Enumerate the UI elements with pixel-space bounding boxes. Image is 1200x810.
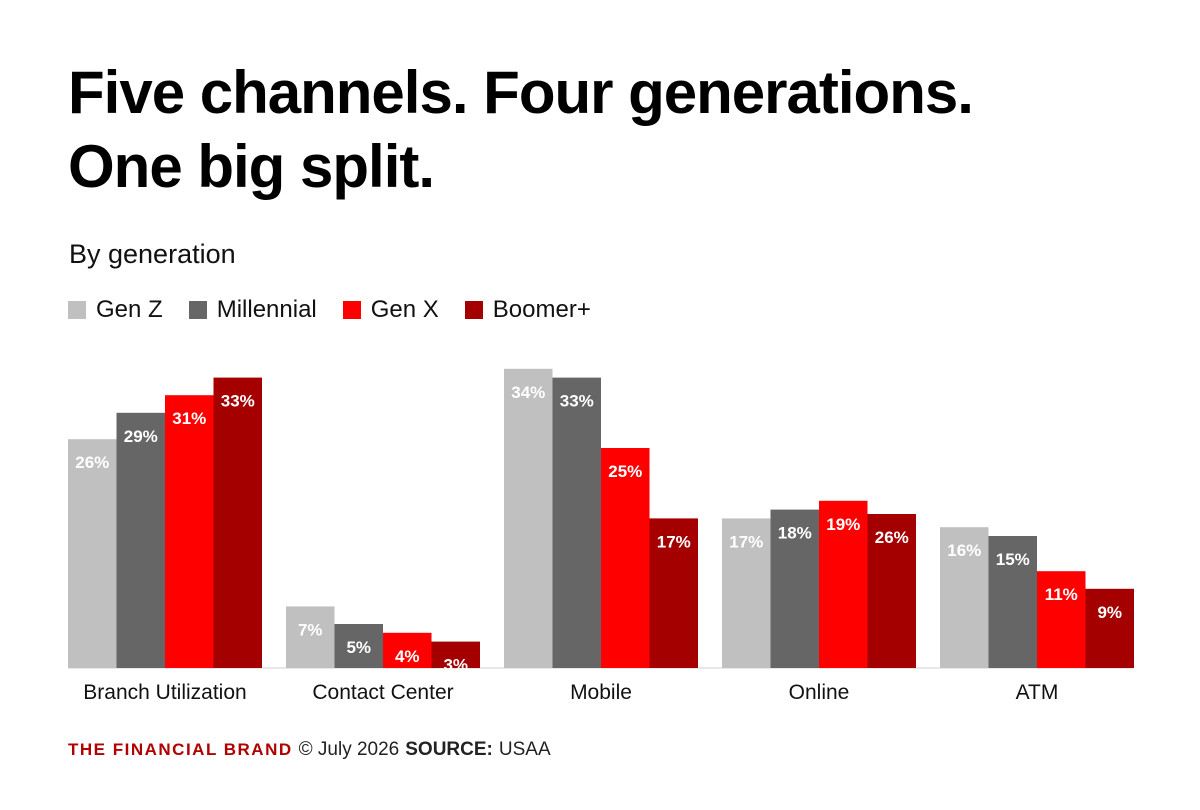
legend-swatch-millennial <box>188 301 207 319</box>
bar-atm-gen-x <box>1037 571 1086 668</box>
legend-swatch-gen-x <box>342 301 361 319</box>
category-label-contact-center: Contact Center <box>312 681 453 704</box>
legend-item-gen-x: Gen X <box>342 296 439 324</box>
data-label-branch-utilization-gen-z: 26% <box>75 453 109 472</box>
legend-item-millennial: Millennial <box>188 296 317 324</box>
footer: THE FINANCIAL BRAND © July 2026 SOURCE: … <box>68 739 551 761</box>
data-label-online-boomer-plus: 26% <box>875 528 909 547</box>
brand-logo-text: THE FINANCIAL BRAND <box>68 740 293 759</box>
category-label-branch-utilization: Branch Utilization <box>83 681 246 704</box>
data-label-atm-gen-z: 16% <box>947 541 981 560</box>
source-label: SOURCE: <box>405 739 493 760</box>
bar-contact-center-gen-z <box>286 606 335 668</box>
bar-atm-gen-z <box>940 527 989 668</box>
data-label-branch-utilization-millennial: 29% <box>124 427 158 446</box>
data-label-mobile-boomer-plus: 17% <box>657 532 691 551</box>
data-label-mobile-gen-x: 25% <box>608 462 642 481</box>
bar-online-millennial <box>770 509 819 668</box>
chart-subtitle: By generation <box>69 239 236 269</box>
legend-swatch-gen-z <box>68 301 86 319</box>
data-label-branch-utilization-boomer-plus: 33% <box>221 392 255 411</box>
legend-swatch-boomer-plus <box>464 301 483 319</box>
category-label-mobile: Mobile <box>570 681 632 704</box>
bar-atm-boomer-plus <box>1085 588 1134 668</box>
category-label-online: Online <box>789 681 850 704</box>
bar-contact-center-millennial <box>334 624 383 668</box>
legend-label-millennial: Millennial <box>216 296 317 323</box>
chart-title-line-1: Five channels. Four generations. <box>68 59 974 126</box>
bar-online-gen-x <box>819 500 868 668</box>
chart-title: Five channels. Four generations. One big… <box>68 56 974 204</box>
bar-branch-utilization-boomer-plus <box>213 377 262 668</box>
data-label-contact-center-gen-z: 7% <box>298 620 323 639</box>
legend-label-gen-x: Gen X <box>370 296 439 323</box>
data-label-mobile-gen-z: 34% <box>511 383 545 402</box>
bar-branch-utilization-gen-z <box>68 439 117 668</box>
legend-label-gen-z: Gen Z <box>96 296 163 323</box>
bar-atm-millennial <box>988 536 1037 668</box>
legend-label-boomer-plus: Boomer+ <box>492 296 591 323</box>
data-label-branch-utilization-gen-x: 31% <box>172 409 206 428</box>
bar-online-boomer-plus <box>867 514 916 668</box>
bar-chart: 26% 29% 31% 33% Branch Utilization 7% 5% 4% 3% Co… <box>68 368 1134 704</box>
bar-branch-utilization-gen-x <box>165 395 214 668</box>
data-label-contact-center-boomer-plus: 3% <box>443 656 468 675</box>
data-label-atm-boomer-plus: 9% <box>1097 603 1122 622</box>
data-label-online-gen-x: 19% <box>826 515 860 534</box>
data-label-online-millennial: 18% <box>778 524 812 543</box>
data-label-mobile-millennial: 33% <box>560 392 594 411</box>
chart-title-line-2: One big split. <box>68 133 435 200</box>
category-label-atm: ATM <box>1016 681 1059 704</box>
copyright: © July 2026 <box>298 739 400 760</box>
data-label-contact-center-millennial: 5% <box>346 638 371 657</box>
legend: Gen Z Millennial Gen X Boomer+ <box>68 296 591 324</box>
bar-online-gen-z <box>722 518 771 668</box>
bar-mobile-gen-x <box>601 448 650 668</box>
data-label-online-gen-z: 17% <box>729 532 763 551</box>
bar-contact-center-gen-x <box>383 632 432 668</box>
bar-contact-center-boomer-plus <box>431 641 480 668</box>
legend-item-gen-z: Gen Z <box>68 296 163 324</box>
data-label-contact-center-gen-x: 4% <box>395 647 420 666</box>
source-value: USAA <box>498 739 551 760</box>
data-label-atm-millennial: 15% <box>996 550 1030 569</box>
data-label-atm-gen-x: 11% <box>1045 585 1078 604</box>
bar-mobile-boomer-plus <box>649 518 698 668</box>
bar-branch-utilization-millennial <box>116 412 165 668</box>
bar-mobile-millennial <box>552 377 601 668</box>
bar-mobile-gen-z <box>504 368 553 668</box>
legend-item-boomer-plus: Boomer+ <box>464 296 591 324</box>
